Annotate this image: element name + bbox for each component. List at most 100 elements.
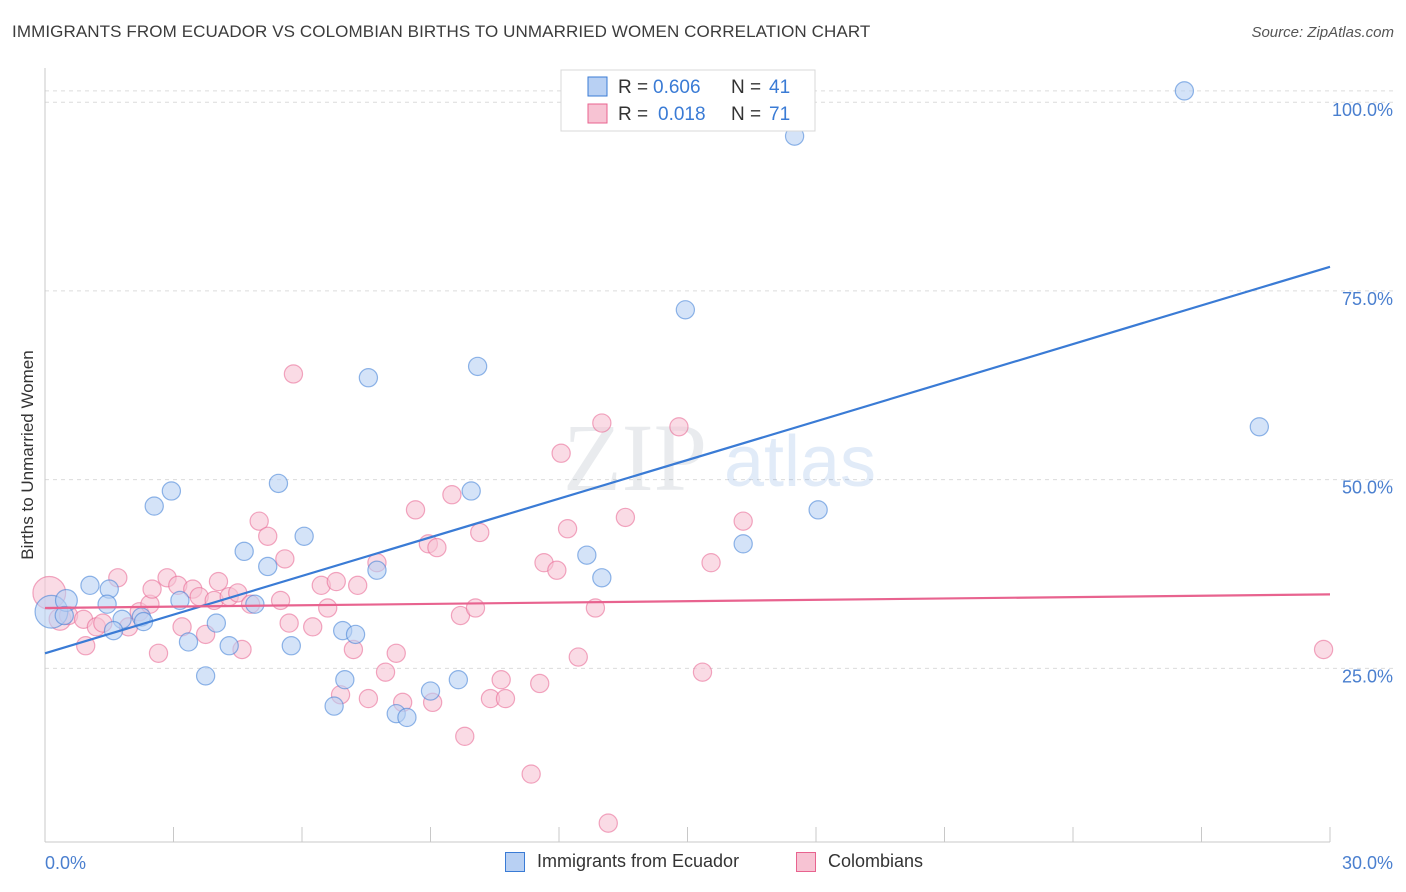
ecuador-point (808, 500, 828, 520)
legend-r-label-ecuador: R = (618, 77, 648, 98)
ecuador-point (577, 545, 597, 565)
colombians-point (568, 647, 588, 667)
legend-swatch-colombians (796, 851, 816, 872)
ecuador-point (258, 556, 278, 577)
colombians-point (442, 485, 462, 505)
colombians-point (495, 688, 516, 709)
trend-lines (44, 265, 1331, 655)
ecuador-point (80, 575, 100, 596)
colombians-point (326, 571, 346, 592)
ecuador-point (467, 356, 488, 377)
legend-r-value-colombians: 0.018 (658, 104, 706, 125)
colombians-point (283, 364, 304, 384)
colombians-point (551, 443, 571, 463)
colombians-point (585, 598, 606, 618)
ecuador-point (281, 636, 301, 656)
colombians-point (208, 571, 229, 592)
ecuador-point (97, 594, 117, 614)
colombians-point (592, 413, 612, 433)
ecuador-point (335, 670, 355, 690)
ecuador-point (1249, 417, 1270, 437)
ecuador-trend-line (44, 265, 1331, 655)
ecuador-points (34, 81, 1270, 728)
x-tick-label-max: 30.0% (1342, 853, 1393, 873)
legend-n-value-colombians: 71 (769, 104, 790, 125)
colombians-points (32, 364, 1334, 833)
colombians-point (249, 511, 269, 531)
ecuador-point (733, 534, 753, 554)
tick-labels: 25.0% 50.0% 75.0% 100.0% 0.0% 30.0% (45, 100, 1393, 873)
colombians-point (1313, 639, 1334, 660)
ecuador-point (345, 624, 366, 645)
axes (44, 68, 1331, 843)
colombians-point (76, 636, 96, 656)
grid-lines (45, 90, 1395, 669)
y-tick-label: 100.0% (1332, 100, 1393, 120)
colombians-point (547, 560, 567, 580)
ecuador-point (448, 670, 469, 690)
ecuador-point (358, 368, 379, 388)
colombians-point (375, 662, 396, 682)
ecuador-point (461, 481, 481, 501)
legend-swatch-ecuador (587, 76, 608, 97)
legend-r-label-colombians: R = (618, 104, 648, 125)
colombians-point (303, 617, 323, 637)
watermark-atlas: atlas (724, 422, 876, 502)
y-tick-label: 25.0% (1342, 666, 1393, 686)
legend-swatch-ecuador (505, 851, 525, 872)
legend-n-value-ecuador: 41 (769, 77, 790, 98)
y-tick-label: 75.0% (1342, 289, 1393, 309)
colombians-point (557, 519, 578, 539)
colombians-point (318, 598, 338, 618)
ecuador-point (206, 613, 227, 633)
source-credit: Source: ZipAtlas.com (1251, 24, 1394, 41)
colombians-point (701, 552, 721, 573)
colombians-point (142, 579, 162, 599)
colombians-point (275, 549, 295, 569)
colombians-point (347, 575, 368, 596)
ecuador-point (294, 526, 314, 546)
legend-item-colombians[interactable]: Colombians (796, 851, 923, 872)
ecuador-point (219, 636, 239, 656)
legend-item-ecuador[interactable]: Immigrants from Ecuador (505, 851, 739, 872)
ecuador-point (195, 666, 216, 686)
colombians-point (598, 813, 618, 833)
legend-n-label-ecuador: N = (731, 77, 761, 98)
colombians-point (455, 726, 475, 747)
colombians-point (521, 764, 541, 784)
ecuador-point (675, 300, 696, 320)
stats-legend: R = 0.606 N = 41 R = 0.018 N = 71 (560, 69, 816, 132)
ecuador-point (397, 707, 417, 728)
ecuador-point (367, 560, 387, 580)
y-tick-label: 50.0% (1342, 478, 1393, 498)
colombians-point (615, 507, 636, 528)
colombians-point (692, 662, 713, 682)
ecuador-point (161, 481, 182, 501)
colombians-point (491, 670, 511, 690)
legend-label-colombians: Colombians (828, 851, 924, 871)
ecuador-point (245, 594, 265, 614)
colombians-point (470, 522, 490, 543)
colombians-point (669, 417, 689, 437)
colombians-trend-line (44, 593, 1331, 610)
colombians-point (358, 688, 379, 709)
legend-n-label-colombians: N = (731, 104, 761, 125)
colombians-point (530, 673, 550, 694)
x-tick-label-min: 0.0% (45, 853, 86, 873)
ecuador-point (178, 632, 199, 652)
colombians-point (465, 598, 486, 618)
legend-r-value-ecuador: 0.606 (653, 77, 701, 98)
colombians-point (148, 643, 169, 663)
ecuador-point (420, 681, 441, 701)
colombians-point (427, 537, 447, 558)
ecuador-point (144, 496, 164, 516)
colombians-point (405, 500, 426, 520)
colombians-point (270, 590, 291, 611)
ecuador-point (324, 696, 344, 716)
ecuador-point (1174, 81, 1195, 101)
ecuador-point (234, 541, 254, 562)
chart-title: IMMIGRANTS FROM ECUADOR VS COLOMBIAN BIR… (12, 22, 871, 41)
legend-swatch-colombians (587, 103, 608, 124)
ecuador-point (54, 605, 74, 626)
